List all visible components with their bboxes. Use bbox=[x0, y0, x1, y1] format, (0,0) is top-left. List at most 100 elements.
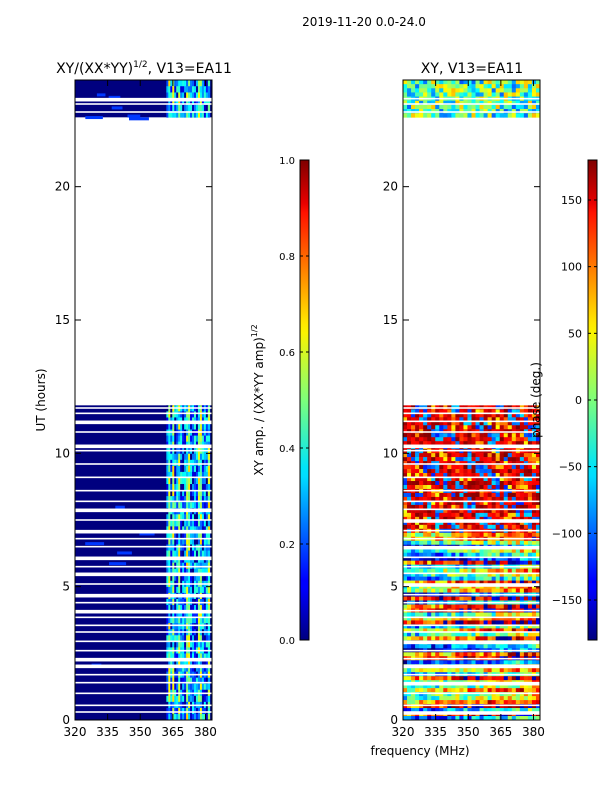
right-heatmap-cell bbox=[459, 484, 464, 490]
right-heatmap-cell bbox=[455, 473, 460, 478]
right-heatmap-cell bbox=[419, 660, 424, 665]
right-heatmap-cell bbox=[427, 552, 432, 557]
right-heatmap-cell bbox=[471, 612, 476, 617]
left-heatmap-cell bbox=[203, 586, 207, 594]
right-heatmap-cell bbox=[407, 716, 412, 720]
right-heatmap-cell bbox=[411, 421, 416, 426]
right-heatmap-cell bbox=[447, 413, 452, 418]
left-heatmap-cell bbox=[207, 514, 211, 521]
right-heatmap-cell bbox=[519, 604, 525, 609]
right-heatmap-cell bbox=[479, 704, 484, 709]
right-heatmap-cell bbox=[507, 433, 513, 438]
right-heatmap-cell bbox=[407, 684, 412, 689]
right-heatmap-cell bbox=[435, 473, 440, 478]
right-heatmap-cell bbox=[403, 572, 408, 577]
left-heatmap-cell bbox=[203, 490, 207, 497]
right-heatmap-cell bbox=[507, 465, 513, 470]
right-heatmap-cell bbox=[475, 692, 480, 697]
left-heatmap-cell bbox=[194, 471, 197, 479]
right-heatmap-cell bbox=[459, 421, 464, 426]
left-heatmap-cell bbox=[195, 568, 199, 576]
right-heatmap-cell bbox=[499, 425, 505, 430]
right-heatmap-cell bbox=[407, 496, 412, 502]
right-heatmap-cell bbox=[487, 80, 492, 85]
right-heatmap-cell bbox=[467, 409, 472, 414]
right-heatmap-cell bbox=[515, 580, 521, 585]
right-heatmap-cell bbox=[475, 520, 480, 526]
right-heatmap-cell bbox=[427, 516, 432, 522]
right-heatmap-cell bbox=[435, 465, 440, 470]
right-heatmap-cell bbox=[427, 113, 432, 118]
right-heatmap-cell bbox=[455, 716, 460, 720]
right-heatmap-cell bbox=[419, 556, 424, 561]
left-heatmap-cell bbox=[207, 80, 211, 87]
left-heatmap-cell bbox=[201, 665, 205, 672]
left-heatmap-cell bbox=[205, 104, 209, 112]
left-heatmap-cell bbox=[170, 574, 173, 582]
right-heatmap-cell bbox=[431, 560, 436, 565]
right-heatmap-cell bbox=[415, 532, 420, 538]
right-heatmap-cell bbox=[495, 113, 501, 118]
right-heatmap-cell bbox=[427, 568, 432, 573]
right-heatmap-cell bbox=[535, 88, 540, 93]
right-heatmap-cell bbox=[423, 576, 428, 581]
right-heatmap-cell bbox=[531, 540, 537, 546]
right-cb-tick-label: −150 bbox=[552, 594, 582, 607]
left-heatmap-cell bbox=[174, 92, 177, 99]
left-heatmap-cell bbox=[195, 623, 199, 630]
right-heatmap-cell bbox=[491, 620, 496, 625]
right-heatmap-cell bbox=[535, 700, 540, 705]
left-heatmap-cell bbox=[172, 111, 175, 118]
right-heatmap-cell bbox=[431, 628, 436, 633]
right-heatmap-cell bbox=[487, 84, 492, 89]
right-heatmap-cell bbox=[495, 496, 501, 502]
left-heatmap-cell bbox=[190, 453, 193, 461]
right-heatmap-cell bbox=[447, 520, 452, 526]
left-heatmap-cell bbox=[201, 477, 205, 485]
right-heatmap-cell bbox=[435, 548, 440, 554]
right-heatmap-cell bbox=[479, 548, 484, 554]
right-heatmap-cell bbox=[471, 80, 476, 85]
left-heatmap-cell bbox=[176, 104, 179, 112]
right-heatmap-cell bbox=[463, 441, 468, 446]
right-heatmap-cell bbox=[523, 532, 529, 538]
left-heatmap-cell bbox=[199, 605, 203, 612]
left-heatmap-cell bbox=[201, 707, 205, 715]
right-heatmap-cell bbox=[403, 496, 408, 502]
left-heatmap-cell bbox=[174, 659, 177, 666]
right-heatmap-cell bbox=[419, 568, 424, 573]
right-heatmap-cell bbox=[443, 576, 448, 581]
right-heatmap-cell bbox=[407, 84, 412, 89]
left-flag-gap bbox=[75, 508, 212, 513]
left-heatmap-cell bbox=[178, 713, 181, 720]
left-heatmap-cell bbox=[192, 86, 195, 93]
right-heatmap-cell bbox=[523, 437, 529, 442]
left-heatmap-cell bbox=[194, 484, 197, 491]
left-heatmap-cell bbox=[182, 484, 185, 491]
right-heatmap-cell bbox=[435, 100, 440, 106]
right-heatmap-cell bbox=[467, 500, 472, 506]
right-heatmap-cell bbox=[491, 88, 496, 93]
left-heatmap-cell bbox=[207, 574, 211, 582]
right-heatmap-cell bbox=[407, 708, 412, 713]
left-heatmap-cell bbox=[188, 92, 191, 99]
left-heatmap-cell bbox=[190, 465, 193, 473]
left-heatmap-cell bbox=[201, 611, 205, 618]
right-heatmap-cell bbox=[439, 516, 444, 522]
left-heatmap-cell bbox=[199, 562, 203, 570]
left-heatmap-cell bbox=[207, 98, 211, 106]
right-heatmap-cell bbox=[455, 596, 460, 601]
right-heatmap-cell bbox=[503, 441, 509, 446]
left-heatmap-cell bbox=[201, 623, 205, 630]
right-heatmap-cell bbox=[495, 540, 501, 546]
left-heatmap-cell bbox=[190, 80, 193, 87]
right-heatmap-cell bbox=[463, 616, 468, 621]
right-heatmap-cell bbox=[519, 692, 525, 697]
right-heatmap-cell bbox=[427, 676, 432, 681]
right-heatmap-cell bbox=[487, 660, 492, 665]
right-heatmap-cell bbox=[507, 481, 513, 486]
right-heatmap-cell bbox=[415, 616, 420, 621]
left-heatmap-cell bbox=[205, 623, 209, 630]
right-heatmap-cell bbox=[479, 516, 484, 522]
right-heatmap-cell bbox=[491, 469, 496, 474]
